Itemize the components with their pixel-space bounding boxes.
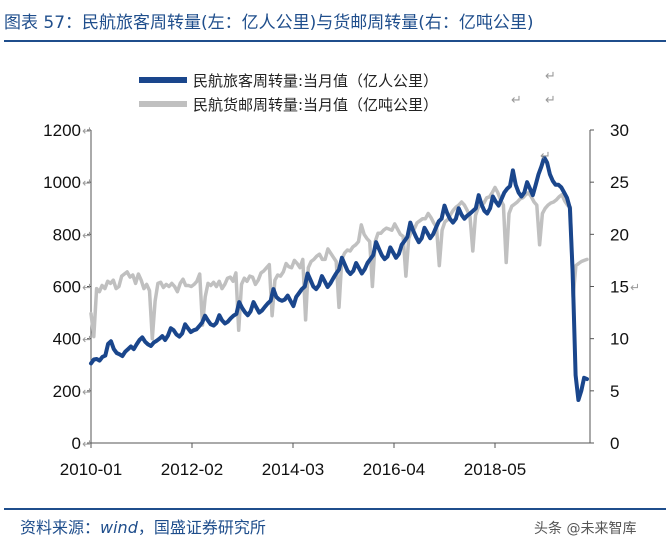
y-left-tick-label: 200 — [53, 382, 81, 401]
chart-area: 民航旅客周转量:当月值（亿人公里） ↵ 民航货邮周转量:当月值（亿吨公里） ↵ … — [43, 69, 640, 479]
source-prefix: 资料来源： — [20, 518, 101, 537]
y-left-tick-label: 1200 — [43, 121, 81, 140]
y-right-tick-label: 20 — [610, 225, 629, 244]
y-left-tick-label: 800 — [53, 225, 81, 244]
y-right-tick-label: 5 — [610, 382, 619, 401]
source-suffix: ，国盛证券研究所 — [137, 518, 266, 537]
y-left-return-mark: ↵ — [82, 124, 92, 138]
y-right-tick-label: 30 — [610, 121, 629, 140]
source-note: 资料来源：wind，国盛证券研究所 — [20, 514, 266, 538]
watermark: 头条 @未来智库 — [534, 521, 637, 537]
y-right-tick-label: 10 — [610, 330, 629, 349]
y-left-return-mark: ↵ — [82, 437, 92, 451]
y-left-return-mark: ↵ — [82, 385, 92, 399]
source-wind: wind — [100, 518, 138, 537]
series-line-passenger — [89, 155, 589, 402]
y-right-tick-label: 25 — [610, 173, 629, 192]
x-tick-label: 2010-01 — [60, 460, 122, 479]
y-right-return-mark: ↵ — [630, 281, 640, 295]
x-tick-label: 2016-04 — [363, 460, 425, 479]
series-line-cargo — [89, 185, 589, 341]
y-left-return-mark: ↵ — [82, 176, 92, 190]
chart-axes: 0 ↵200 ↵400 ↵600 ↵800 ↵1000 ↵1200 ↵051015202530… — [43, 121, 640, 479]
x-tick-label: 2014-03 — [262, 460, 324, 479]
y-left-return-mark: ↵ — [82, 228, 92, 242]
y-left-tick-label: 0 — [72, 434, 81, 453]
legend-label-passenger: 民航旅客周转量:当月值（亿人公里） — [193, 72, 438, 90]
chart-legend: 民航旅客周转量:当月值（亿人公里） ↵ 民航货邮周转量:当月值（亿吨公里） ↵ … — [139, 69, 556, 114]
source-divider — [4, 508, 666, 510]
y-left-tick-label: 1000 — [43, 173, 81, 192]
y-left-tick-label: 400 — [53, 330, 81, 349]
legend-return-mark-1: ↵ — [545, 69, 556, 84]
title-divider — [4, 40, 666, 42]
y-left-return-mark: ↵ — [82, 333, 92, 347]
y-right-tick-label: 15 — [610, 278, 629, 297]
legend-label-cargo: 民航货邮周转量:当月值（亿吨公里） — [193, 96, 438, 114]
peak-return-mark: ↵ — [540, 149, 551, 164]
figure-title: 图表 57：民航旅客周转量(左：亿人公里)与货邮周转量(右：亿吨公里) — [4, 13, 534, 33]
y-right-tick-label: 0 — [610, 434, 619, 453]
legend-return-mark-2: ↵ — [511, 93, 522, 108]
x-tick-label: 2018-05 — [464, 460, 526, 479]
legend-return-mark-3: ↵ — [545, 93, 556, 108]
chart-plot — [89, 155, 589, 402]
y-left-tick-label: 600 — [53, 278, 81, 297]
x-tick-label: 2012-02 — [161, 460, 223, 479]
y-left-return-mark: ↵ — [82, 281, 92, 295]
